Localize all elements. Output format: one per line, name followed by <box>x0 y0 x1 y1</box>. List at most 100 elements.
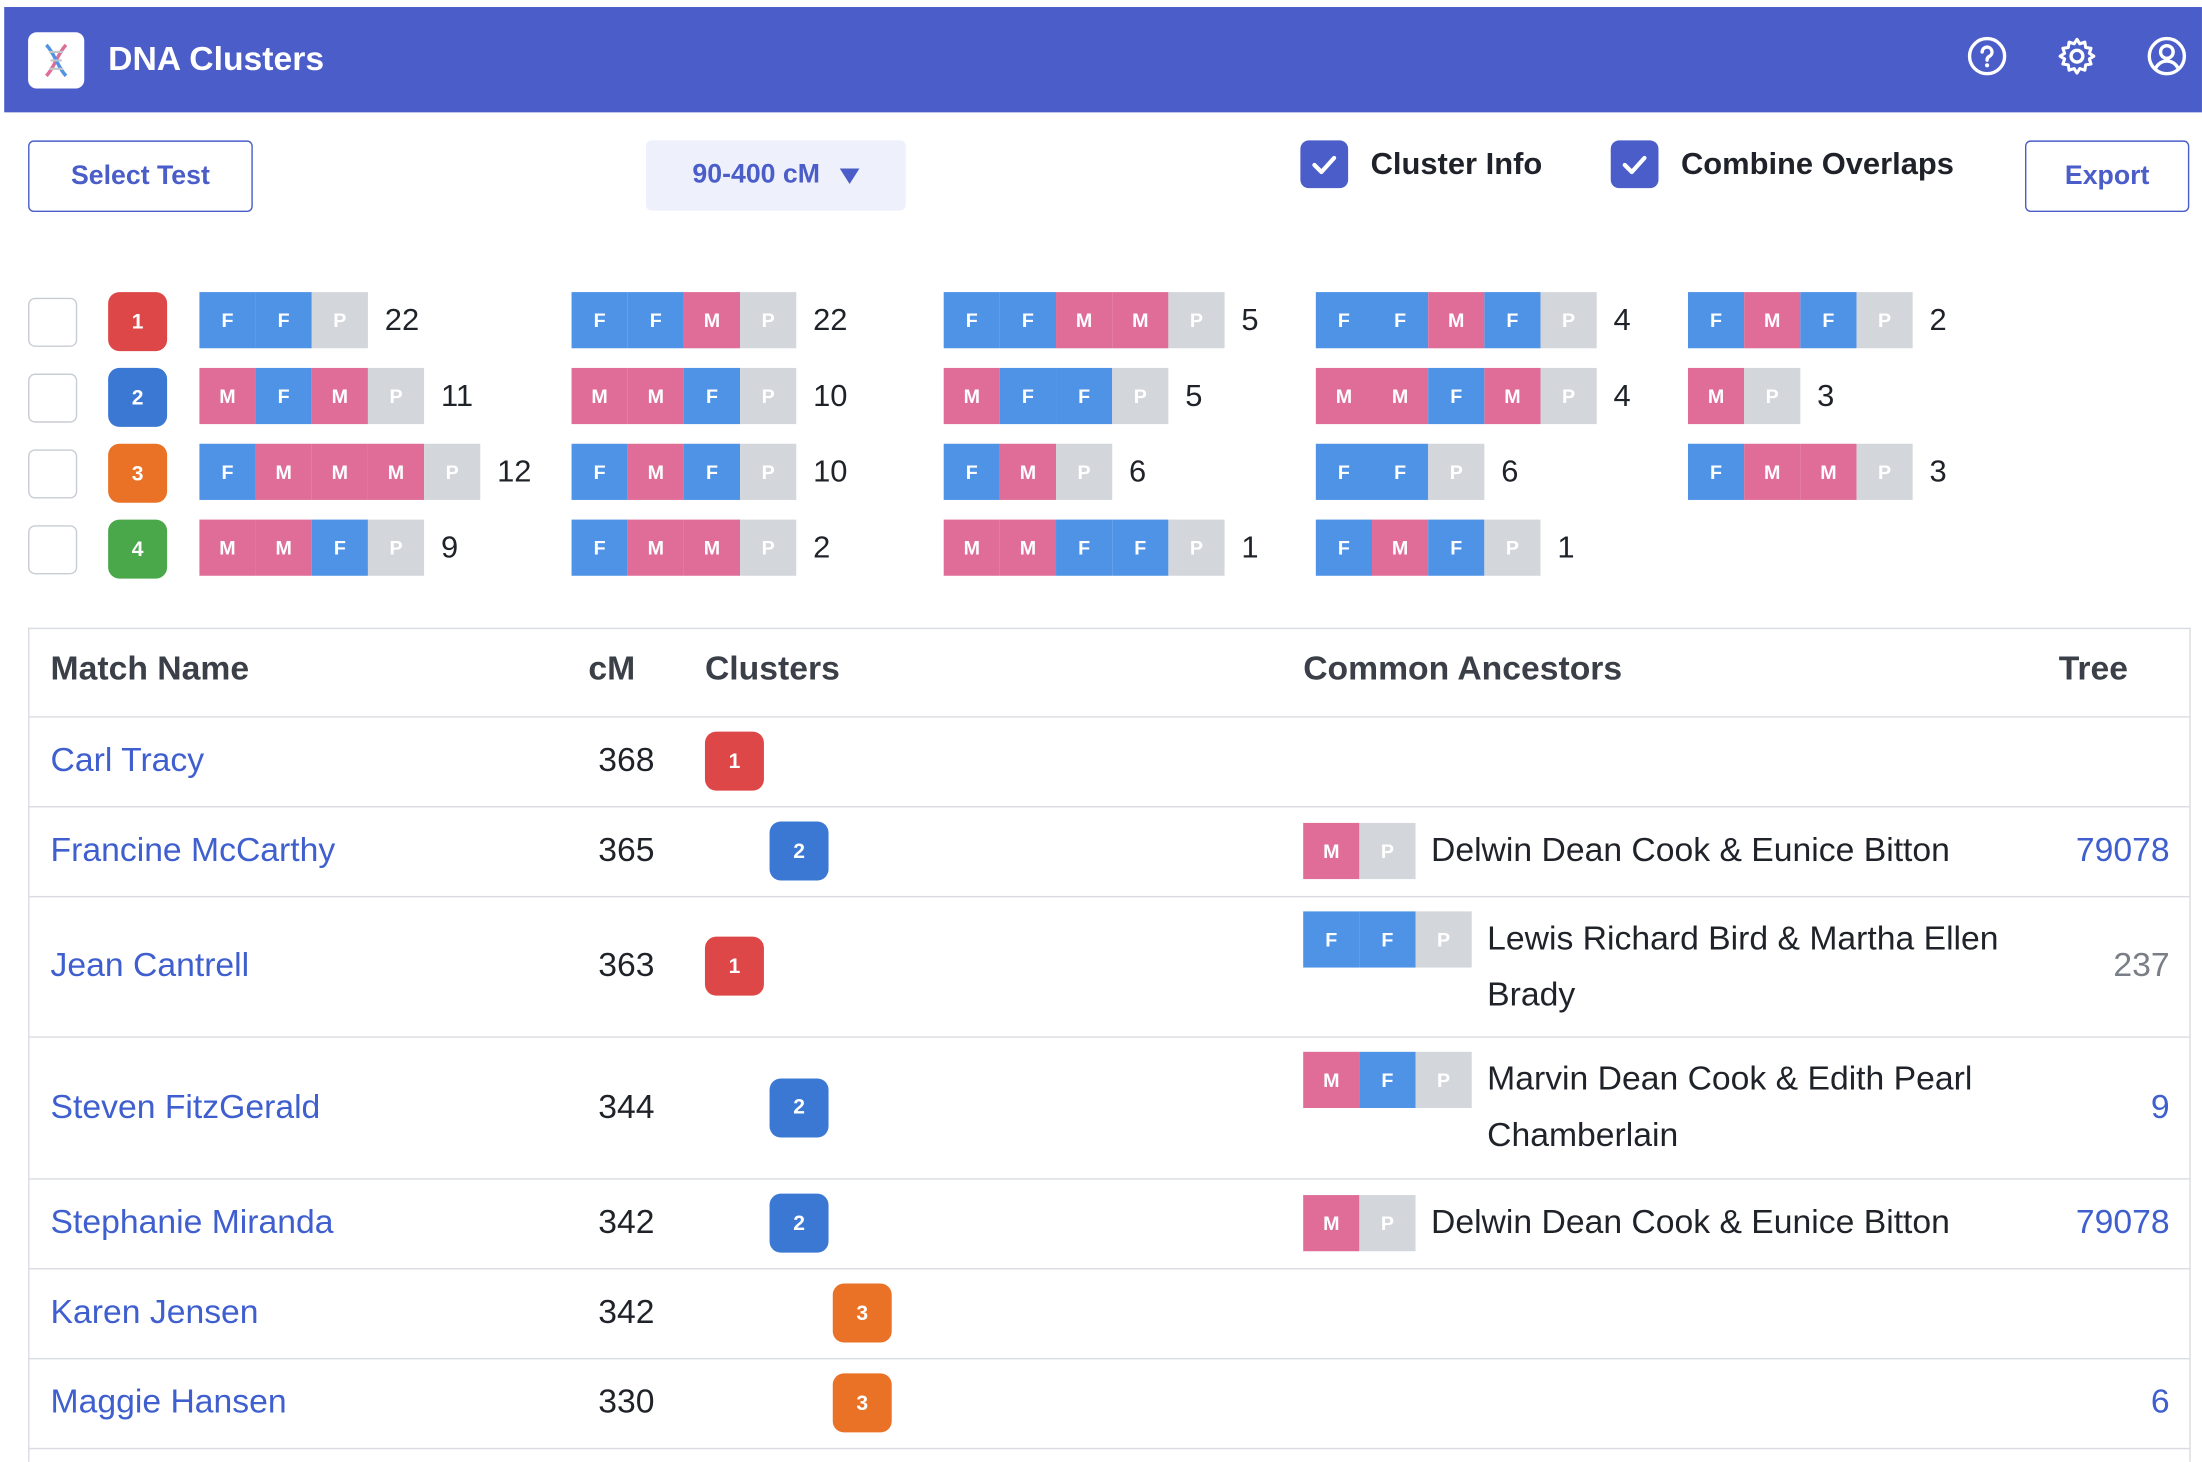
match-name-link[interactable]: Stephanie Miranda <box>50 1203 334 1242</box>
inheritance-pattern: F F P 22 <box>199 292 420 349</box>
match-cm-value: 342 <box>598 1203 655 1242</box>
match-name-link[interactable]: Maggie Hansen <box>50 1383 287 1422</box>
cluster-badge[interactable]: 1 <box>704 936 764 996</box>
cm-range-dropdown[interactable]: 90-400 cM <box>645 140 906 211</box>
cluster-select-checkbox[interactable] <box>28 449 78 499</box>
pattern-segment: F <box>999 292 1057 349</box>
cluster-select-checkbox[interactable] <box>28 373 78 423</box>
pattern-segment: M <box>999 443 1057 500</box>
pattern-segment: F <box>1315 519 1373 576</box>
tree-count[interactable]: 6 <box>2150 1383 2170 1422</box>
pattern-segment: M <box>1303 1051 1360 1108</box>
pattern-segment: M <box>627 519 684 576</box>
user-circle-icon[interactable] <box>2146 35 2188 77</box>
table-divider <box>29 1036 2190 1038</box>
pattern-segment: M <box>1744 443 1801 500</box>
pattern-count: 2 <box>1929 301 1947 338</box>
export-button[interactable]: Export <box>2025 140 2190 213</box>
tree-count[interactable]: 79078 <box>2075 1203 2170 1242</box>
select-test-button[interactable]: Select Test <box>28 140 253 213</box>
cluster-badge[interactable]: 3 <box>832 1373 892 1433</box>
combine-overlaps-checkbox[interactable] <box>1610 140 1659 189</box>
cluster-info-toggle[interactable]: Cluster Info <box>1300 140 1542 189</box>
inheritance-pattern: F M F P 10 <box>571 443 847 500</box>
col-header-clusters[interactable]: Clusters <box>704 650 840 689</box>
pattern-count: 12 <box>497 453 532 489</box>
common-ancestors-text: Delwin Dean Cook & Eunice Bitton <box>1430 1203 1950 1242</box>
table-row <box>29 716 2189 806</box>
table-row <box>29 1358 2189 1448</box>
tree-count[interactable]: 79078 <box>2075 831 2170 870</box>
pattern-segment: F <box>1428 519 1485 576</box>
pattern-segment: F <box>571 443 628 500</box>
combine-overlaps-toggle[interactable]: Combine Overlaps <box>1610 140 1954 189</box>
pattern-segment: P <box>1856 443 1913 500</box>
table-divider <box>29 895 2190 898</box>
cluster-badge[interactable]: 2 <box>769 821 829 881</box>
pattern-count: 9 <box>440 529 459 565</box>
cluster-badge[interactable]: 3 <box>832 1283 892 1343</box>
pattern-segment: P <box>1112 367 1169 425</box>
pattern-segment: P <box>367 519 425 576</box>
cluster-info-checkbox[interactable] <box>1300 140 1349 189</box>
cluster-badge[interactable]: 1 <box>704 731 764 791</box>
common-ancestors-text: Delwin Dean Cook & Eunice Bitton <box>1430 831 1950 870</box>
pattern-count: 4 <box>1613 301 1631 338</box>
tree-count[interactable]: 9 <box>2150 1087 2170 1126</box>
match-name-link[interactable]: Carl Tracy <box>50 741 205 780</box>
pattern-segment: F <box>1056 519 1113 576</box>
pattern-count: 5 <box>1185 377 1203 413</box>
pattern-segment: M <box>1428 292 1485 349</box>
match-cm-value: 342 <box>598 1293 655 1332</box>
gear-icon[interactable] <box>2056 35 2098 77</box>
pattern-count: 2 <box>813 529 831 565</box>
pattern-count: 6 <box>1501 453 1519 489</box>
col-header-tree[interactable]: Tree <box>2058 650 2129 689</box>
pattern-segment: M <box>627 367 684 425</box>
cluster-select-checkbox[interactable] <box>28 297 78 347</box>
matches-table: Match Name cM Clusters Common Ancestors … <box>28 627 2191 1462</box>
match-name-link[interactable]: Karen Jensen <box>50 1293 259 1332</box>
pattern-count: 22 <box>384 301 420 338</box>
table-divider <box>29 1178 2190 1180</box>
inheritance-pattern: F F M P 22 <box>571 292 847 349</box>
pattern-segment: M <box>999 519 1057 576</box>
inheritance-pattern: M F M P 11 <box>199 367 473 425</box>
pattern-segment: F <box>683 443 741 500</box>
cluster-badge: 4 <box>108 519 168 579</box>
pattern-count: 3 <box>1929 453 1947 489</box>
col-header-common-ancestors[interactable]: Common Ancestors <box>1303 650 1623 689</box>
pattern-segment: M <box>683 519 741 576</box>
cluster-badge[interactable]: 2 <box>769 1077 829 1137</box>
cluster-badge[interactable]: 2 <box>769 1193 829 1253</box>
match-name-link[interactable]: Jean Cantrell <box>50 946 250 985</box>
col-header-cm[interactable]: cM <box>588 650 636 689</box>
inheritance-pattern: F M M M P 12 <box>199 443 532 500</box>
pattern-segment: F <box>199 292 256 349</box>
col-header-match-name[interactable]: Match Name <box>50 650 250 689</box>
match-name-link[interactable]: Francine McCarthy <box>50 831 336 870</box>
pattern-segment: M <box>367 443 425 500</box>
app-title: DNA Clusters <box>108 40 325 78</box>
match-name-link[interactable]: Steven FitzGerald <box>50 1087 321 1126</box>
table-row <box>29 1268 2189 1358</box>
help-circle-icon[interactable] <box>1966 35 2008 77</box>
pattern-count: 1 <box>1241 529 1259 565</box>
pattern-segment: M <box>1744 292 1801 349</box>
pattern-segment: F <box>311 519 368 576</box>
cluster-select-checkbox[interactable] <box>28 525 78 575</box>
pattern-segment: P <box>1744 367 1801 425</box>
pattern-segment: P <box>1168 519 1225 576</box>
pattern-segment: M <box>683 292 741 349</box>
dropdown-arrow-icon <box>839 167 860 184</box>
match-cm-value: 363 <box>598 946 655 985</box>
pattern-segment: M <box>627 443 684 500</box>
pattern-segment: P <box>740 292 797 349</box>
pattern-segment: F <box>1687 292 1745 349</box>
